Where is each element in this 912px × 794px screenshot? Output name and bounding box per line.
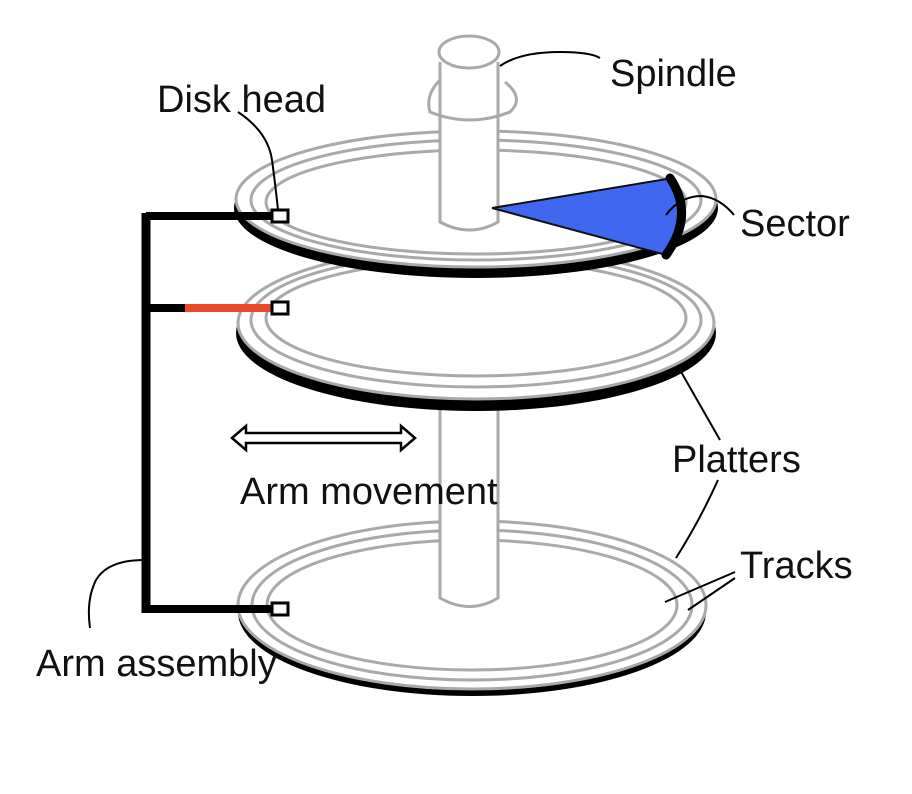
sector-wedge xyxy=(491,173,686,260)
leader-lines xyxy=(87,50,736,629)
spindle-top xyxy=(427,34,518,232)
spindle-label: Spindle xyxy=(610,53,737,95)
tracks-leader-1 xyxy=(664,571,736,603)
arm-assembly-label: Arm assembly xyxy=(36,643,277,685)
disk-head-label: Disk head xyxy=(157,79,326,121)
spindle-leader xyxy=(499,50,601,67)
platter-middle xyxy=(236,245,716,411)
platter-bottom xyxy=(236,518,708,696)
sector-label: Sector xyxy=(740,203,850,245)
platters-label: Platters xyxy=(672,439,801,481)
sector-arc xyxy=(661,173,686,260)
disk-head-leader xyxy=(237,111,279,211)
tracks-leader-2 xyxy=(687,577,736,611)
disk-head-middle xyxy=(270,300,290,316)
platters-leader-top xyxy=(679,369,721,441)
arm-assembly-leader xyxy=(87,559,145,629)
sector-leader xyxy=(665,194,735,216)
arm-movement-label: Arm movement xyxy=(240,471,498,513)
arm-assembly xyxy=(141,208,290,617)
disk-head-top xyxy=(270,208,290,224)
tracks-label: Tracks xyxy=(740,545,853,587)
arm-movement-arrow xyxy=(230,423,417,453)
disk-head-bottom xyxy=(270,601,290,617)
platters-leader-bottom xyxy=(675,479,719,559)
